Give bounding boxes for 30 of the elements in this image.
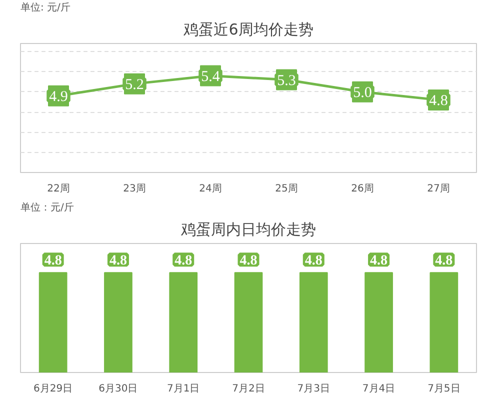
chart-title: 鸡蛋周内日均价走势 — [180, 220, 316, 238]
data-label: 4.8 — [370, 254, 388, 269]
data-label: 4.8 — [435, 254, 453, 269]
data-label: 5.2 — [125, 76, 144, 93]
data-label: 4.8 — [240, 254, 258, 269]
x-tick-label: 22周 — [47, 184, 70, 194]
data-label: 4.8 — [304, 254, 322, 269]
x-tick-label: 7月2日 — [232, 384, 265, 394]
x-tick-label: 7月4日 — [362, 384, 396, 394]
x-tick-label: 7月5日 — [428, 384, 460, 394]
data-label: 4.8 — [429, 92, 448, 109]
x-tick-label: 6月30日 — [98, 384, 138, 394]
data-label: 4.9 — [49, 88, 68, 105]
data-label: 5.3 — [277, 72, 296, 89]
x-tick-label: 25周 — [275, 184, 298, 194]
x-tick-label: 7月3日 — [297, 384, 330, 394]
data-label: 5.0 — [353, 84, 372, 101]
x-tick-label: 6月29日 — [34, 384, 73, 394]
data-label: 4.8 — [44, 254, 62, 269]
text: 单位：元/斤 — [20, 202, 74, 214]
x-tick-label: 7月1日 — [166, 384, 200, 394]
x-tick-label: 26周 — [351, 184, 374, 194]
text: 单位: 元/斤 — [20, 2, 70, 14]
data-label: 4.8 — [109, 254, 127, 269]
chart-title: 鸡蛋近6周均价走势 — [182, 20, 314, 38]
x-tick-label: 24周 — [199, 184, 222, 194]
x-tick-label: 27周 — [427, 184, 450, 194]
data-label: 4.8 — [174, 254, 192, 269]
data-label: 5.4 — [201, 68, 220, 85]
x-tick-label: 23周 — [123, 184, 146, 194]
